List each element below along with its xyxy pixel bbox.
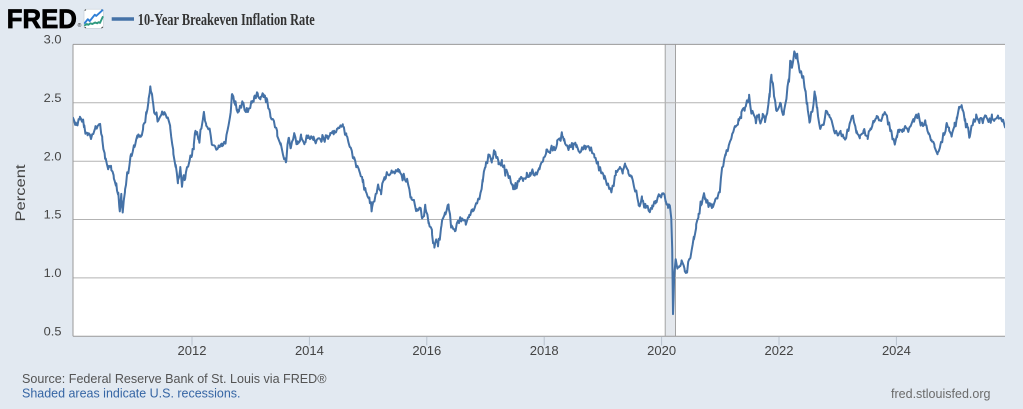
svg-text:2012: 2012 <box>178 343 207 358</box>
svg-text:1.0: 1.0 <box>44 266 62 280</box>
svg-text:2020: 2020 <box>647 343 676 358</box>
svg-text:FRED: FRED <box>7 4 77 34</box>
svg-text:2022: 2022 <box>765 343 794 358</box>
svg-text:1.5: 1.5 <box>44 208 62 222</box>
svg-text:0.5: 0.5 <box>44 324 62 338</box>
svg-text:Source: Federal Reserve Bank o: Source: Federal Reserve Bank of St. Loui… <box>22 372 327 386</box>
svg-text:Shaded areas indicate U.S. rec: Shaded areas indicate U.S. recessions. <box>22 387 241 401</box>
svg-text:2016: 2016 <box>412 343 441 358</box>
svg-text:10-Year Breakeven Inflation Ra: 10-Year Breakeven Inflation Rate <box>138 10 315 29</box>
svg-text:fred.stlouisfed.org: fred.stlouisfed.org <box>891 386 991 401</box>
svg-text:2.5: 2.5 <box>44 91 62 105</box>
svg-text:2024: 2024 <box>882 343 911 358</box>
svg-text:2014: 2014 <box>295 343 324 358</box>
svg-text:®: ® <box>78 22 82 29</box>
svg-text:2018: 2018 <box>530 343 559 358</box>
svg-text:Percent: Percent <box>13 164 28 221</box>
svg-text:3.0: 3.0 <box>44 33 62 47</box>
svg-text:2.0: 2.0 <box>44 149 62 163</box>
